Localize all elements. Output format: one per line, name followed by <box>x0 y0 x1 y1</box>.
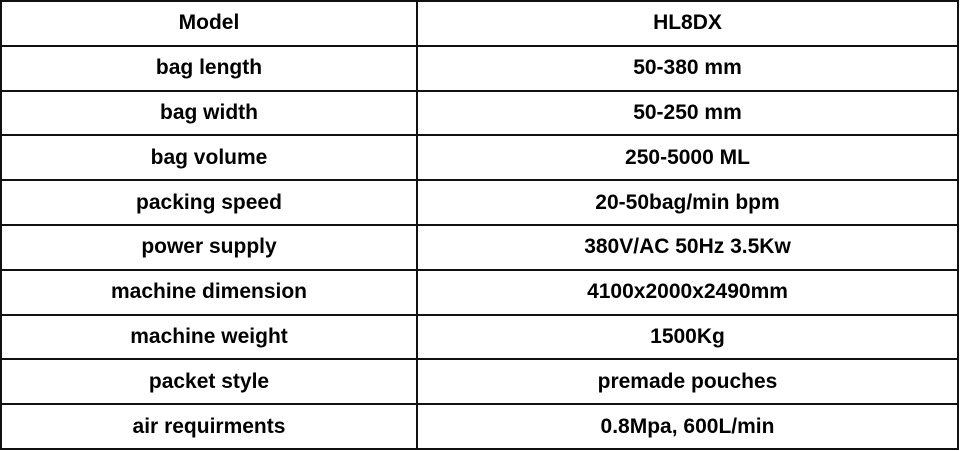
spec-label: bag width <box>0 89 418 137</box>
spec-value: 20-50bag/min bpm <box>416 179 959 226</box>
spec-label: air requirments <box>0 403 418 450</box>
spec-value: 50-380 mm <box>416 44 959 92</box>
spec-value: 4100x2000x2490mm <box>416 268 959 316</box>
table-row: packet style premade pouches <box>0 358 959 406</box>
spec-label: machine weight <box>0 313 418 361</box>
table-row: machine dimension 4100x2000x2490mm <box>0 268 959 316</box>
table-row: power supply 380V/AC 50Hz 3.5Kw <box>0 223 959 271</box>
spec-value: 250-5000 ML <box>416 134 959 182</box>
table-row: packing speed 20-50bag/min bpm <box>0 179 959 226</box>
table-row: bag length 50-380 mm <box>0 44 959 92</box>
spec-label: packing speed <box>0 179 418 226</box>
spec-value: premade pouches <box>416 358 959 406</box>
spec-label: bag length <box>0 44 418 92</box>
table-row: bag width 50-250 mm <box>0 89 959 137</box>
spec-label: bag volume <box>0 134 418 182</box>
spec-label: Model <box>0 0 418 47</box>
spec-label: power supply <box>0 223 418 271</box>
spec-value: 380V/AC 50Hz 3.5Kw <box>416 223 959 271</box>
spec-label: packet style <box>0 358 418 406</box>
spec-value: HL8DX <box>416 0 959 47</box>
table-row: Model HL8DX <box>0 0 959 47</box>
spec-value: 1500Kg <box>416 313 959 361</box>
table-row: machine weight 1500Kg <box>0 313 959 361</box>
spec-value: 0.8Mpa, 600L/min <box>416 403 959 450</box>
table-row: bag volume 250-5000 ML <box>0 134 959 182</box>
spec-label: machine dimension <box>0 268 418 316</box>
table-row: air requirments 0.8Mpa, 600L/min <box>0 403 959 450</box>
spec-value: 50-250 mm <box>416 89 959 137</box>
